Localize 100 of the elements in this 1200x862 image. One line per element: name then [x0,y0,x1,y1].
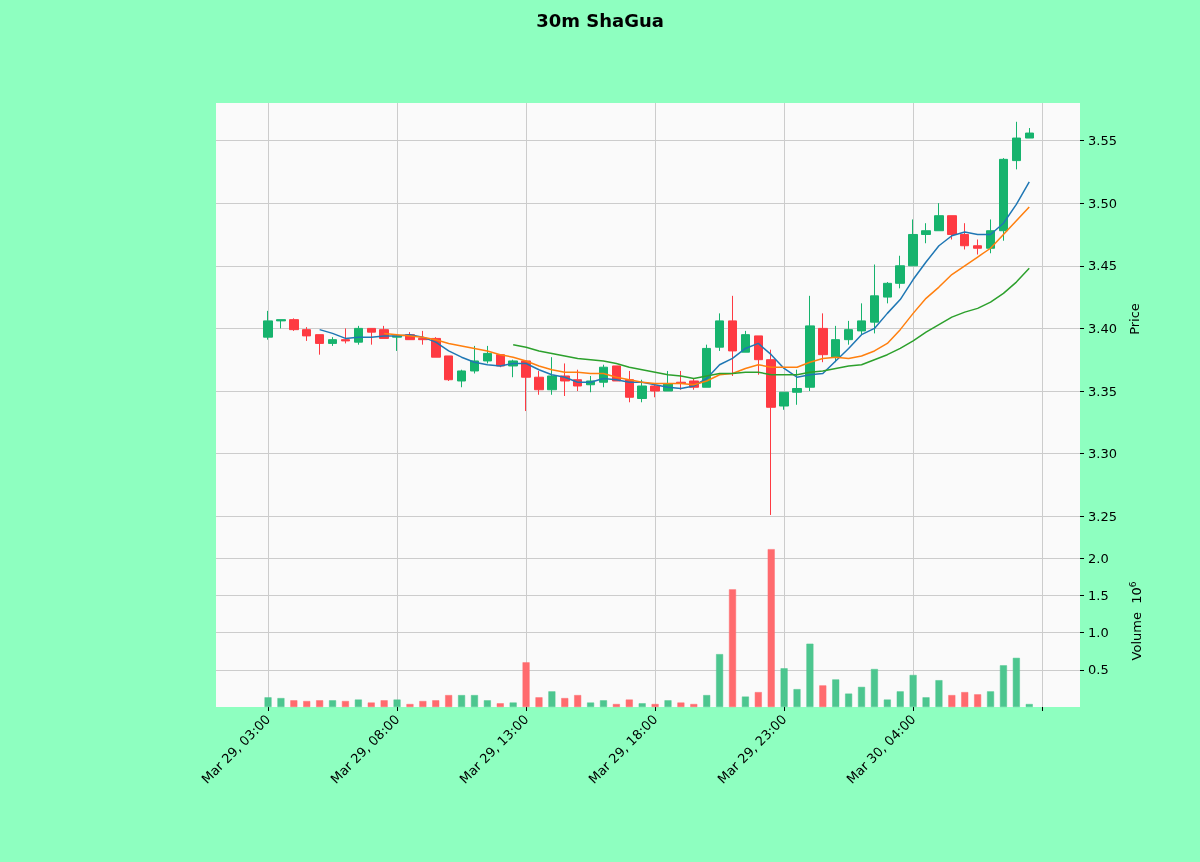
candlestick [818,312,828,363]
bar [264,697,272,707]
bar [677,702,685,707]
bar [651,704,659,707]
bar [729,589,737,707]
bar [690,704,698,707]
bar [793,689,801,707]
bar [1012,657,1020,707]
bar [948,695,956,707]
candlestick [883,281,892,304]
bar [561,698,569,707]
bar [290,700,298,707]
bar [896,691,904,707]
y-tick-label: 3.40 [1088,320,1117,336]
bar [625,699,633,707]
candlestick [728,295,737,377]
candlestick [754,335,763,376]
bar [509,702,517,707]
bar [458,695,466,707]
candlestick [328,336,337,347]
bar [703,695,711,707]
candlestick [921,222,931,244]
y-tick-label: 3.55 [1088,133,1117,149]
y-tick-label: 3.50 [1088,195,1117,211]
bar [961,692,969,707]
bar [470,695,478,707]
bar [870,669,878,707]
candlestick [715,312,724,352]
bar [819,685,827,707]
candlestick [934,202,944,232]
candlestick [741,330,750,353]
bar [780,668,788,707]
candlestick [857,302,866,336]
bar [483,700,491,707]
bar [883,699,891,707]
candlestick [650,384,660,398]
candlestick [1012,121,1021,170]
y-tick-label: 3.35 [1088,383,1117,399]
bar [316,700,324,707]
bar [974,694,982,707]
bar [858,686,866,707]
candlestick [637,379,647,403]
candlestick [844,320,853,346]
candlestick [457,369,466,388]
candlestick [483,345,492,364]
chart-title: 30m ShaGua [536,9,664,31]
candlestick [534,370,544,396]
bar [638,703,646,707]
bar [999,665,1007,707]
candlestick [999,157,1008,242]
candlestick [779,391,789,411]
candlestick [263,310,273,341]
bar [935,680,943,707]
candlestick [444,355,453,382]
candlestick [870,264,879,334]
bar [354,699,362,707]
candlestick [1025,127,1034,139]
bar [741,696,749,707]
y-tick-label: 3.25 [1088,508,1117,524]
bar [599,700,607,707]
candlestick [302,326,311,342]
candlestick [276,319,286,329]
bar [367,702,375,707]
bar [445,695,453,707]
y-tick-label: 2.0 [1088,550,1109,566]
bar [806,643,814,707]
bar [716,654,724,707]
line-series [383,206,1030,386]
line-series [512,267,1030,380]
candlestick [766,349,776,516]
candlestick [947,215,957,240]
candlestick [973,238,982,256]
candlestick [908,218,918,267]
bar [341,701,349,707]
candlestick [341,327,350,344]
bar [303,701,311,707]
bar [832,679,840,707]
candlestick [289,317,299,332]
bar [1025,704,1033,707]
bar [496,703,504,707]
bar [922,697,930,707]
bar [664,700,672,707]
y-tick-label: 3.45 [1088,258,1117,274]
bar [909,674,917,707]
candlestick [960,222,969,250]
candlestick [792,369,802,406]
y-tick-label: 3.30 [1088,446,1117,462]
bar [767,549,775,707]
y-axis-title: Price [1127,303,1142,335]
bar [587,702,595,707]
y-tick-label: 1.0 [1088,625,1109,641]
candlestick [831,325,840,363]
bar [522,662,530,707]
bar [329,700,337,707]
bar [380,700,388,707]
candlestick [805,295,815,392]
candlestick [367,327,376,346]
bar [754,692,762,707]
bar [406,704,414,707]
bar [845,693,853,707]
